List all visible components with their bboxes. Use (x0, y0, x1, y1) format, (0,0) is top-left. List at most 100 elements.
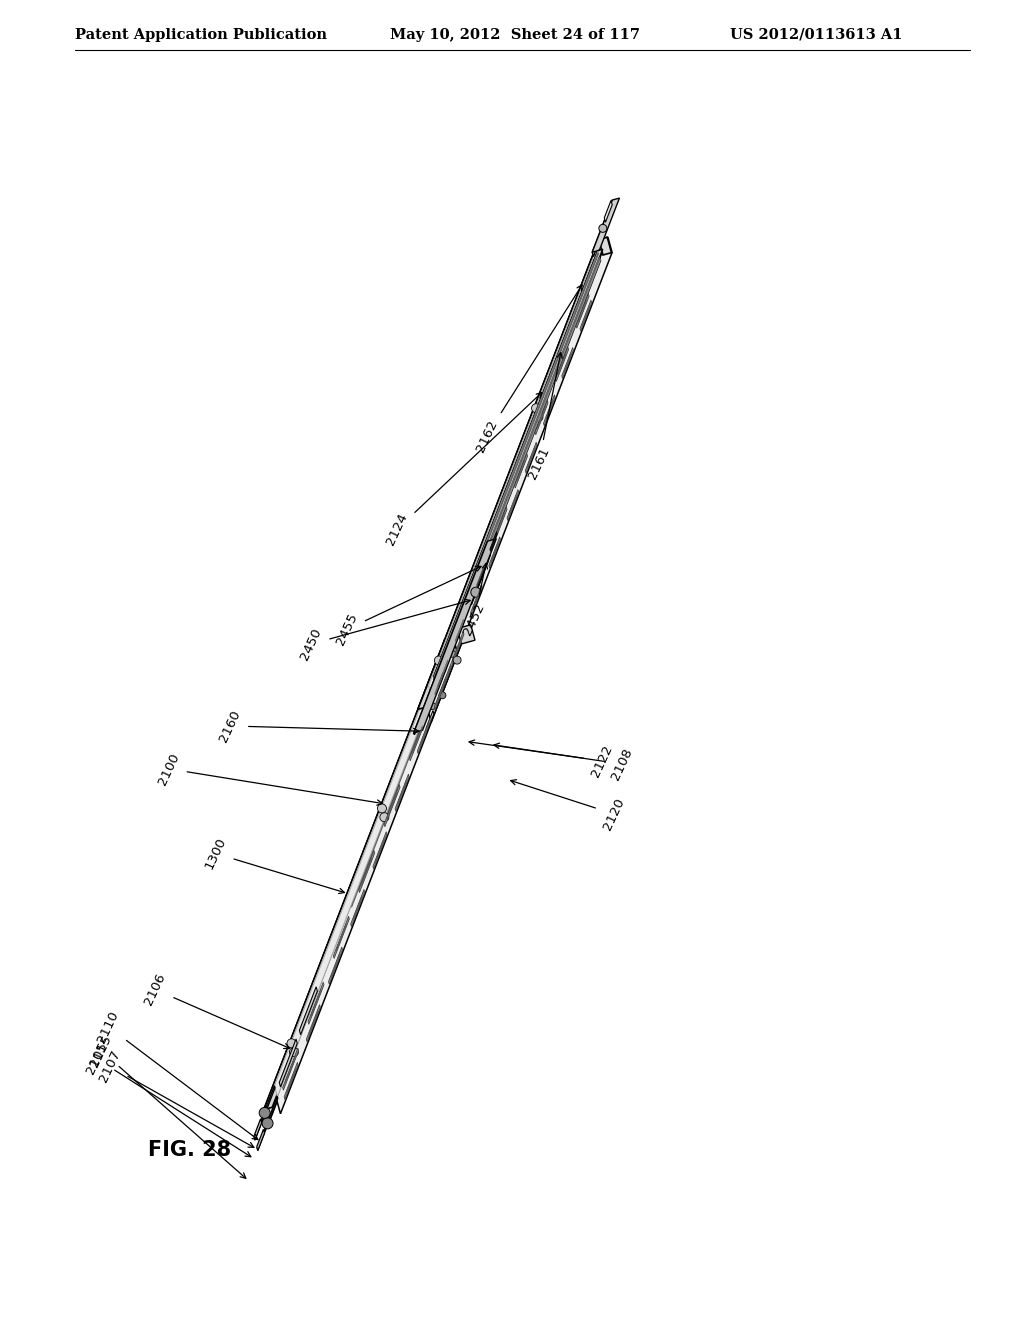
Circle shape (434, 656, 443, 665)
Text: 2450: 2450 (298, 599, 470, 663)
Polygon shape (562, 347, 573, 379)
Polygon shape (457, 624, 475, 644)
Polygon shape (473, 560, 486, 595)
Circle shape (287, 1039, 296, 1048)
Polygon shape (507, 490, 519, 520)
Polygon shape (494, 532, 498, 543)
Polygon shape (434, 253, 598, 680)
Polygon shape (280, 1039, 297, 1086)
Text: 2106: 2106 (142, 972, 290, 1048)
Polygon shape (488, 537, 501, 568)
Polygon shape (299, 987, 317, 1035)
Circle shape (437, 665, 445, 673)
Text: 2107: 2107 (96, 1048, 254, 1147)
Polygon shape (604, 201, 612, 222)
Polygon shape (525, 442, 537, 474)
Circle shape (380, 813, 389, 821)
Circle shape (259, 1107, 270, 1118)
Polygon shape (444, 638, 458, 655)
Polygon shape (276, 628, 462, 1114)
Polygon shape (334, 916, 349, 958)
Circle shape (378, 804, 386, 813)
Polygon shape (418, 238, 607, 709)
Text: 2115: 2115 (88, 1032, 246, 1179)
Polygon shape (410, 718, 425, 760)
Polygon shape (284, 1063, 298, 1100)
Polygon shape (432, 667, 445, 701)
Polygon shape (435, 257, 599, 684)
Polygon shape (254, 1119, 262, 1140)
Polygon shape (434, 249, 603, 677)
Polygon shape (308, 982, 324, 1024)
Text: 2108: 2108 (494, 743, 635, 781)
Text: 2452: 2452 (461, 564, 487, 638)
Polygon shape (470, 554, 490, 599)
Polygon shape (264, 640, 449, 1125)
Polygon shape (358, 850, 375, 892)
Circle shape (534, 412, 543, 421)
Text: 2100: 2100 (156, 751, 382, 805)
Circle shape (449, 651, 456, 657)
Circle shape (453, 656, 461, 664)
Text: 2105: 2105 (84, 1040, 251, 1156)
Polygon shape (395, 774, 410, 812)
Text: FIG. 28: FIG. 28 (148, 1140, 231, 1160)
Polygon shape (514, 453, 527, 488)
Polygon shape (373, 832, 387, 869)
Text: 2120: 2120 (511, 780, 627, 832)
Polygon shape (264, 638, 454, 1110)
Polygon shape (283, 1048, 299, 1090)
Polygon shape (599, 238, 611, 255)
Polygon shape (418, 240, 603, 725)
Polygon shape (429, 259, 596, 697)
Polygon shape (329, 946, 343, 985)
Polygon shape (556, 347, 568, 381)
Polygon shape (489, 540, 494, 552)
Text: 2160: 2160 (217, 708, 419, 744)
Polygon shape (453, 631, 464, 663)
Circle shape (290, 1048, 298, 1056)
Polygon shape (577, 293, 589, 329)
Polygon shape (439, 659, 454, 696)
Polygon shape (453, 614, 466, 648)
Circle shape (599, 224, 607, 232)
Text: 2162: 2162 (473, 285, 582, 454)
Polygon shape (544, 395, 555, 426)
Text: Patent Application Publication: Patent Application Publication (75, 28, 327, 42)
Circle shape (429, 702, 435, 709)
Polygon shape (426, 710, 434, 731)
Polygon shape (471, 585, 482, 615)
Text: 2124: 2124 (384, 392, 542, 548)
Polygon shape (414, 541, 488, 735)
Polygon shape (592, 201, 613, 256)
Polygon shape (257, 1096, 278, 1151)
Text: May 10, 2012  Sheet 24 of 117: May 10, 2012 Sheet 24 of 117 (390, 28, 640, 42)
Polygon shape (257, 1130, 264, 1151)
Polygon shape (384, 784, 400, 826)
Text: 2110: 2110 (95, 1008, 258, 1139)
Polygon shape (306, 1005, 321, 1041)
Polygon shape (435, 653, 451, 696)
Text: 2161: 2161 (525, 352, 562, 482)
Polygon shape (592, 198, 620, 252)
Polygon shape (414, 539, 497, 733)
Text: 1300: 1300 (203, 836, 344, 894)
Circle shape (531, 404, 541, 413)
Circle shape (262, 1118, 273, 1129)
Circle shape (439, 692, 445, 698)
Polygon shape (477, 568, 484, 586)
Circle shape (471, 587, 481, 597)
Text: 2122: 2122 (469, 741, 615, 779)
Polygon shape (434, 678, 445, 710)
Polygon shape (427, 238, 612, 722)
Polygon shape (470, 556, 488, 605)
Polygon shape (535, 400, 548, 434)
Polygon shape (254, 1085, 275, 1140)
Polygon shape (274, 677, 435, 1097)
Text: 2455: 2455 (334, 566, 481, 647)
Text: US 2012/0113613 A1: US 2012/0113613 A1 (730, 28, 902, 42)
Polygon shape (350, 890, 365, 927)
Polygon shape (434, 251, 600, 686)
Polygon shape (417, 717, 431, 754)
Polygon shape (580, 300, 592, 331)
